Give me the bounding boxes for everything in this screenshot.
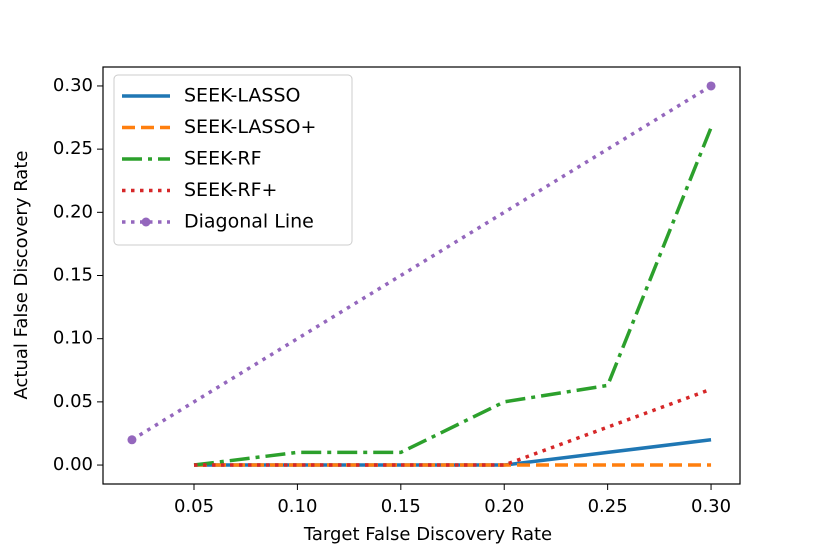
legend-marker [141, 217, 151, 227]
x-tick-label: 0.30 [691, 496, 731, 517]
x-tick-label: 0.25 [588, 496, 628, 517]
x-axis-label: Target False Discovery Rate [303, 524, 552, 545]
legend-label: SEEK-RF+ [184, 179, 277, 201]
x-tick-label: 0.15 [381, 496, 421, 517]
legend: SEEK-LASSO SEEK-LASSO+ SEEK-RF SEEK-RF+ Diag… [113, 74, 353, 246]
x-tick-label: 0.05 [174, 496, 214, 517]
series-line [193, 127, 713, 467]
legend-box [113, 74, 353, 246]
legend-label: SEEK-LASSO [184, 85, 301, 107]
legend-label: SEEK-RF [184, 148, 262, 170]
legend-label: SEEK-LASSO+ [184, 116, 316, 138]
y-tick-label: 0.15 [53, 265, 93, 286]
x-tick-label: 0.10 [277, 496, 317, 517]
point-marker [706, 81, 716, 91]
series-line [194, 438, 712, 467]
legend-label: Diagonal Line [184, 211, 314, 233]
x-tick-label: 0.20 [484, 496, 524, 517]
point-marker [127, 435, 137, 445]
y-tick-label: 0.25 [53, 138, 93, 159]
y-axis-label: Actual False Discovery Rate [11, 151, 32, 400]
plot-frame [102, 66, 741, 485]
y-tick-label: 0.30 [53, 75, 93, 96]
y-tick-label: 0.10 [53, 328, 93, 349]
y-tick-label: 0.00 [53, 454, 93, 475]
y-tick-label: 0.20 [53, 201, 93, 222]
y-tick-label: 0.05 [53, 391, 93, 412]
